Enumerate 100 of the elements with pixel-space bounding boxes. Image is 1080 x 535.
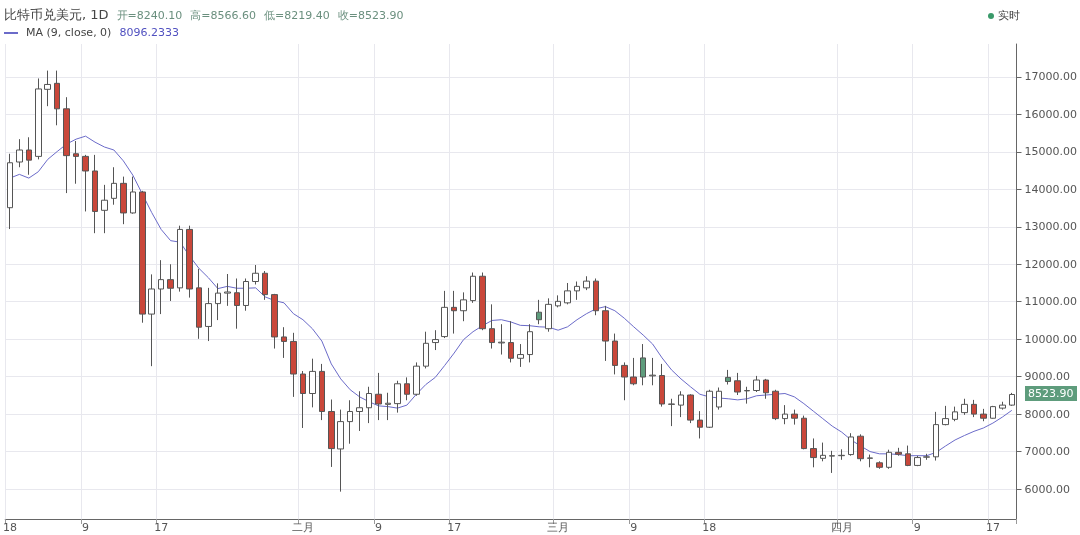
candlestick xyxy=(26,136,32,176)
candlestick xyxy=(167,263,174,302)
candlestick xyxy=(394,380,401,414)
candlestick xyxy=(252,264,259,285)
candlestick xyxy=(942,405,949,426)
candlestick xyxy=(375,372,382,421)
candlestick xyxy=(536,299,542,325)
candlestick xyxy=(423,331,429,369)
candlestick xyxy=(234,278,240,330)
candlestick xyxy=(621,361,628,401)
candlestick xyxy=(838,448,845,461)
candlestick xyxy=(120,176,127,225)
y-tick-label: 9000.00 xyxy=(1024,370,1071,384)
candlestick xyxy=(867,454,873,468)
candlestick xyxy=(659,363,665,408)
candlestick xyxy=(640,343,646,386)
candlestick xyxy=(914,455,921,467)
candlestick xyxy=(678,390,684,418)
candlestick xyxy=(413,361,420,397)
candlestick xyxy=(196,268,202,340)
candlestick xyxy=(215,282,221,321)
y-tick-label: 12000.00 xyxy=(1024,257,1078,271)
candlestick xyxy=(441,290,448,339)
candlestick xyxy=(101,184,108,234)
candlestick xyxy=(612,333,618,375)
x-tick-label: 17 xyxy=(985,521,1000,534)
candlestick xyxy=(205,287,212,342)
candlestick xyxy=(366,386,372,424)
candlestick xyxy=(734,372,741,396)
legend-label: MA (9, close, 0) xyxy=(26,26,112,39)
text: 收=8523.90 xyxy=(337,7,404,23)
candlestick xyxy=(1009,392,1015,407)
candlestick xyxy=(290,332,297,398)
text: 8523.90 xyxy=(1025,386,1077,402)
candlestick xyxy=(517,343,524,368)
candlestick xyxy=(593,278,599,316)
candlestick xyxy=(848,432,854,457)
y-tick-label: 15000.00 xyxy=(1024,145,1078,159)
candlestick xyxy=(564,282,571,305)
candlestick xyxy=(111,166,117,206)
y-tick-label: 11000.00 xyxy=(1024,295,1078,309)
candlestick xyxy=(177,225,183,293)
candlestick xyxy=(999,401,1006,411)
x-tick-label: 四月 xyxy=(830,521,853,534)
candlestick xyxy=(630,357,637,386)
candlestick xyxy=(753,375,760,393)
candlestick xyxy=(44,70,51,107)
candlestick xyxy=(432,329,439,351)
candlestick xyxy=(725,369,731,386)
candlestick xyxy=(328,399,335,468)
candlestick xyxy=(857,433,864,462)
candlestick xyxy=(980,408,987,422)
candlestick xyxy=(744,386,750,405)
x-tick-label: 9 xyxy=(913,521,921,534)
candlestick xyxy=(73,140,79,185)
candlestick xyxy=(961,398,968,416)
candlestick xyxy=(319,363,325,421)
text: 开=8240.10 xyxy=(116,7,183,23)
candlestick xyxy=(63,96,70,194)
x-tick-label: 17 xyxy=(154,521,169,534)
candlestick xyxy=(498,323,505,356)
y-tick-label: 16000.00 xyxy=(1024,107,1078,121)
x-tick-label: 17 xyxy=(447,521,462,534)
candlestick xyxy=(763,378,769,400)
y-tick-label: 6000.00 xyxy=(1024,482,1071,496)
candlestick xyxy=(697,410,703,439)
candlestick xyxy=(460,291,467,322)
candlestick xyxy=(356,390,363,432)
candlestick xyxy=(385,392,391,421)
x-tick-label: 9 xyxy=(82,521,90,534)
text: 8096.2333 xyxy=(119,26,179,39)
candlestick xyxy=(479,272,486,331)
x-tick-label: 9 xyxy=(630,521,638,534)
candlestick xyxy=(243,278,249,312)
text: 低=8219.40 xyxy=(263,7,330,23)
candlestick xyxy=(158,259,164,315)
candlestick xyxy=(801,415,807,450)
candlestick xyxy=(895,447,902,457)
candlestick xyxy=(716,387,722,411)
candlestick xyxy=(224,273,231,307)
candlestick xyxy=(35,77,42,160)
candlestick xyxy=(148,273,155,367)
candlestick xyxy=(186,225,193,299)
candlestick xyxy=(300,370,306,429)
candlestick xyxy=(489,303,495,350)
candlestick xyxy=(649,357,656,386)
candlestick xyxy=(404,376,410,401)
candlestick xyxy=(876,460,883,470)
candlestick xyxy=(451,290,457,335)
candlestick xyxy=(668,398,675,427)
x-tick-label: 9 xyxy=(375,521,383,534)
candlestick xyxy=(772,389,779,421)
x-tick-label: 18 xyxy=(702,521,717,534)
candlestick xyxy=(782,404,788,425)
candlestick xyxy=(470,272,476,304)
candlestick xyxy=(971,399,977,418)
candlestick xyxy=(555,294,561,308)
x-tick-label: 三月 xyxy=(547,521,570,534)
candlestick xyxy=(82,154,89,212)
candlestick xyxy=(791,409,798,426)
